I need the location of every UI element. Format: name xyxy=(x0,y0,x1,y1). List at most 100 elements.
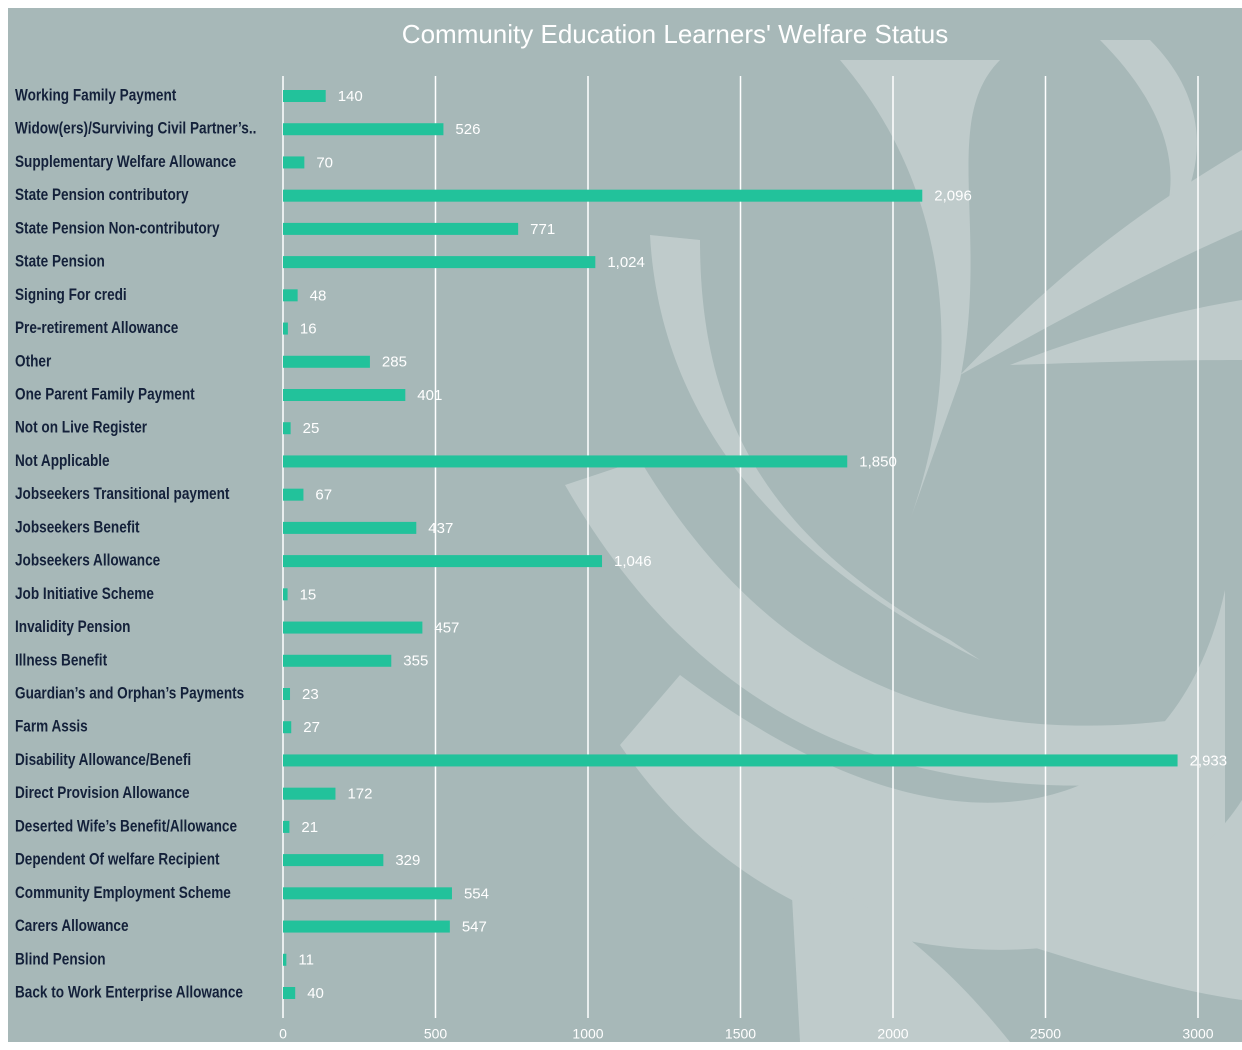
category-label-group: Dependent Of welfare Recipient xyxy=(15,850,220,869)
y-tick-label: Dependent Of welfare Recipient xyxy=(15,850,220,869)
y-tick-label: State Pension xyxy=(15,252,105,271)
category-label-group: Blind Pension xyxy=(15,950,106,969)
value-label: 526 xyxy=(455,121,480,138)
y-tick-label: Widow(ers)/Surviving Civil Partner’s.. xyxy=(15,119,256,138)
category-label-group: Signing For credi xyxy=(15,285,127,304)
y-tick-label: Direct Provision Allowance xyxy=(15,784,190,803)
value-label: 67 xyxy=(315,487,332,504)
bar xyxy=(283,356,370,368)
value-label: 172 xyxy=(347,786,372,803)
bar xyxy=(283,389,405,401)
category-label-group: State Pension contributory xyxy=(15,186,189,205)
category-label-group: Jobseekers Benefit xyxy=(15,518,140,537)
value-label: 554 xyxy=(464,885,489,902)
bar xyxy=(283,887,452,899)
value-label: 547 xyxy=(462,919,487,936)
category-label-group: State Pension xyxy=(15,252,105,271)
bar xyxy=(283,588,288,600)
value-label: 15 xyxy=(300,586,317,603)
bar xyxy=(283,555,602,567)
bar xyxy=(283,323,288,335)
bar xyxy=(283,223,518,235)
category-label-group: Pre-retirement Allowance xyxy=(15,319,179,338)
y-tick-label: Jobseekers Allowance xyxy=(15,551,161,570)
bar xyxy=(283,721,291,733)
bar xyxy=(283,921,450,933)
category-label-group: State Pension Non-contributory xyxy=(15,219,220,238)
y-tick-label: Supplementary Welfare Allowance xyxy=(15,153,237,172)
category-label-group: Widow(ers)/Surviving Civil Partner’s.. xyxy=(15,119,256,138)
category-label-group: Community Employment Scheme xyxy=(15,883,231,902)
y-tick-label: Carers Allowance xyxy=(15,917,129,936)
value-label: 401 xyxy=(417,387,442,404)
y-tick-label: One Parent Family Payment xyxy=(15,385,195,404)
value-label: 23 xyxy=(302,686,319,703)
y-tick-label: Disability Allowance/Benefi xyxy=(15,751,191,770)
value-label: 437 xyxy=(428,520,453,537)
y-tick-label: Pre-retirement Allowance xyxy=(15,319,179,338)
value-label: 11 xyxy=(298,952,314,969)
value-label: 40 xyxy=(307,985,324,1002)
y-tick-label: Working Family Payment xyxy=(15,86,176,105)
bar xyxy=(283,622,422,634)
bar xyxy=(283,788,335,800)
bar xyxy=(283,987,295,999)
bar xyxy=(283,954,286,966)
bar xyxy=(283,123,443,135)
value-label: 70 xyxy=(316,154,333,171)
y-tick-label: Job Initiative Scheme xyxy=(15,584,154,603)
y-tick-label: Community Employment Scheme xyxy=(15,883,231,902)
y-tick-label: Not on Live Register xyxy=(15,418,147,437)
bar xyxy=(283,854,383,866)
y-tick-label: State Pension contributory xyxy=(15,186,189,205)
x-tick-label: 1000 xyxy=(572,1026,603,1042)
category-label-group: Direct Provision Allowance xyxy=(15,784,190,803)
category-label-group: Other xyxy=(15,352,51,371)
category-label-group: Working Family Payment xyxy=(15,86,176,105)
category-label-group: Supplementary Welfare Allowance xyxy=(15,153,237,172)
category-label-group: Carers Allowance xyxy=(15,917,129,936)
bar xyxy=(283,90,326,102)
bar xyxy=(283,821,289,833)
y-tick-label: Farm Assis xyxy=(15,717,88,736)
y-tick-label: Other xyxy=(15,352,51,371)
value-label: 457 xyxy=(434,620,459,637)
y-tick-label: Back to Work Enterprise Allowance xyxy=(15,983,243,1002)
category-label-group: Job Initiative Scheme xyxy=(15,584,154,603)
bar xyxy=(283,655,391,667)
category-label-group: Back to Work Enterprise Allowance xyxy=(15,983,243,1002)
value-label: 2,933 xyxy=(1190,752,1228,769)
y-tick-label: Illness Benefit xyxy=(15,651,107,670)
y-tick-label: Jobseekers Transitional payment xyxy=(15,485,229,504)
category-label-group: Not Applicable xyxy=(15,452,110,471)
x-tick-label: 3000 xyxy=(1182,1026,1213,1042)
bar xyxy=(283,522,416,534)
category-label-group: Jobseekers Transitional payment xyxy=(15,485,229,504)
bar xyxy=(283,489,303,501)
x-tick-label: 2500 xyxy=(1030,1026,1061,1042)
value-label: 1,850 xyxy=(859,453,897,470)
bar xyxy=(283,256,595,268)
value-label: 21 xyxy=(301,819,318,836)
value-label: 27 xyxy=(303,719,320,736)
category-label-group: Invalidity Pension xyxy=(15,618,130,637)
value-label: 16 xyxy=(300,321,317,338)
x-tick-label: 0 xyxy=(279,1026,287,1042)
value-label: 1,046 xyxy=(614,553,652,570)
category-label-group: One Parent Family Payment xyxy=(15,385,195,404)
category-label-group: Jobseekers Allowance xyxy=(15,551,161,570)
value-label: 1,024 xyxy=(607,254,645,271)
category-label-group: Not on Live Register xyxy=(15,418,147,437)
category-label-group: Guardian’s and Orphan’s Payments xyxy=(15,684,244,703)
category-label-group: Illness Benefit xyxy=(15,651,107,670)
category-label-group: Deserted Wife’s Benefit/Allowance xyxy=(15,817,237,836)
chart: Community Education Learners' Welfare St… xyxy=(0,0,1242,1050)
value-label: 771 xyxy=(530,221,555,238)
value-label: 25 xyxy=(303,420,320,437)
value-label: 140 xyxy=(338,88,363,105)
x-tick-label: 2000 xyxy=(877,1026,908,1042)
value-label: 355 xyxy=(403,653,428,670)
x-tick-label: 1500 xyxy=(725,1026,756,1042)
y-tick-label: Not Applicable xyxy=(15,452,110,471)
x-tick-label: 500 xyxy=(424,1026,448,1042)
